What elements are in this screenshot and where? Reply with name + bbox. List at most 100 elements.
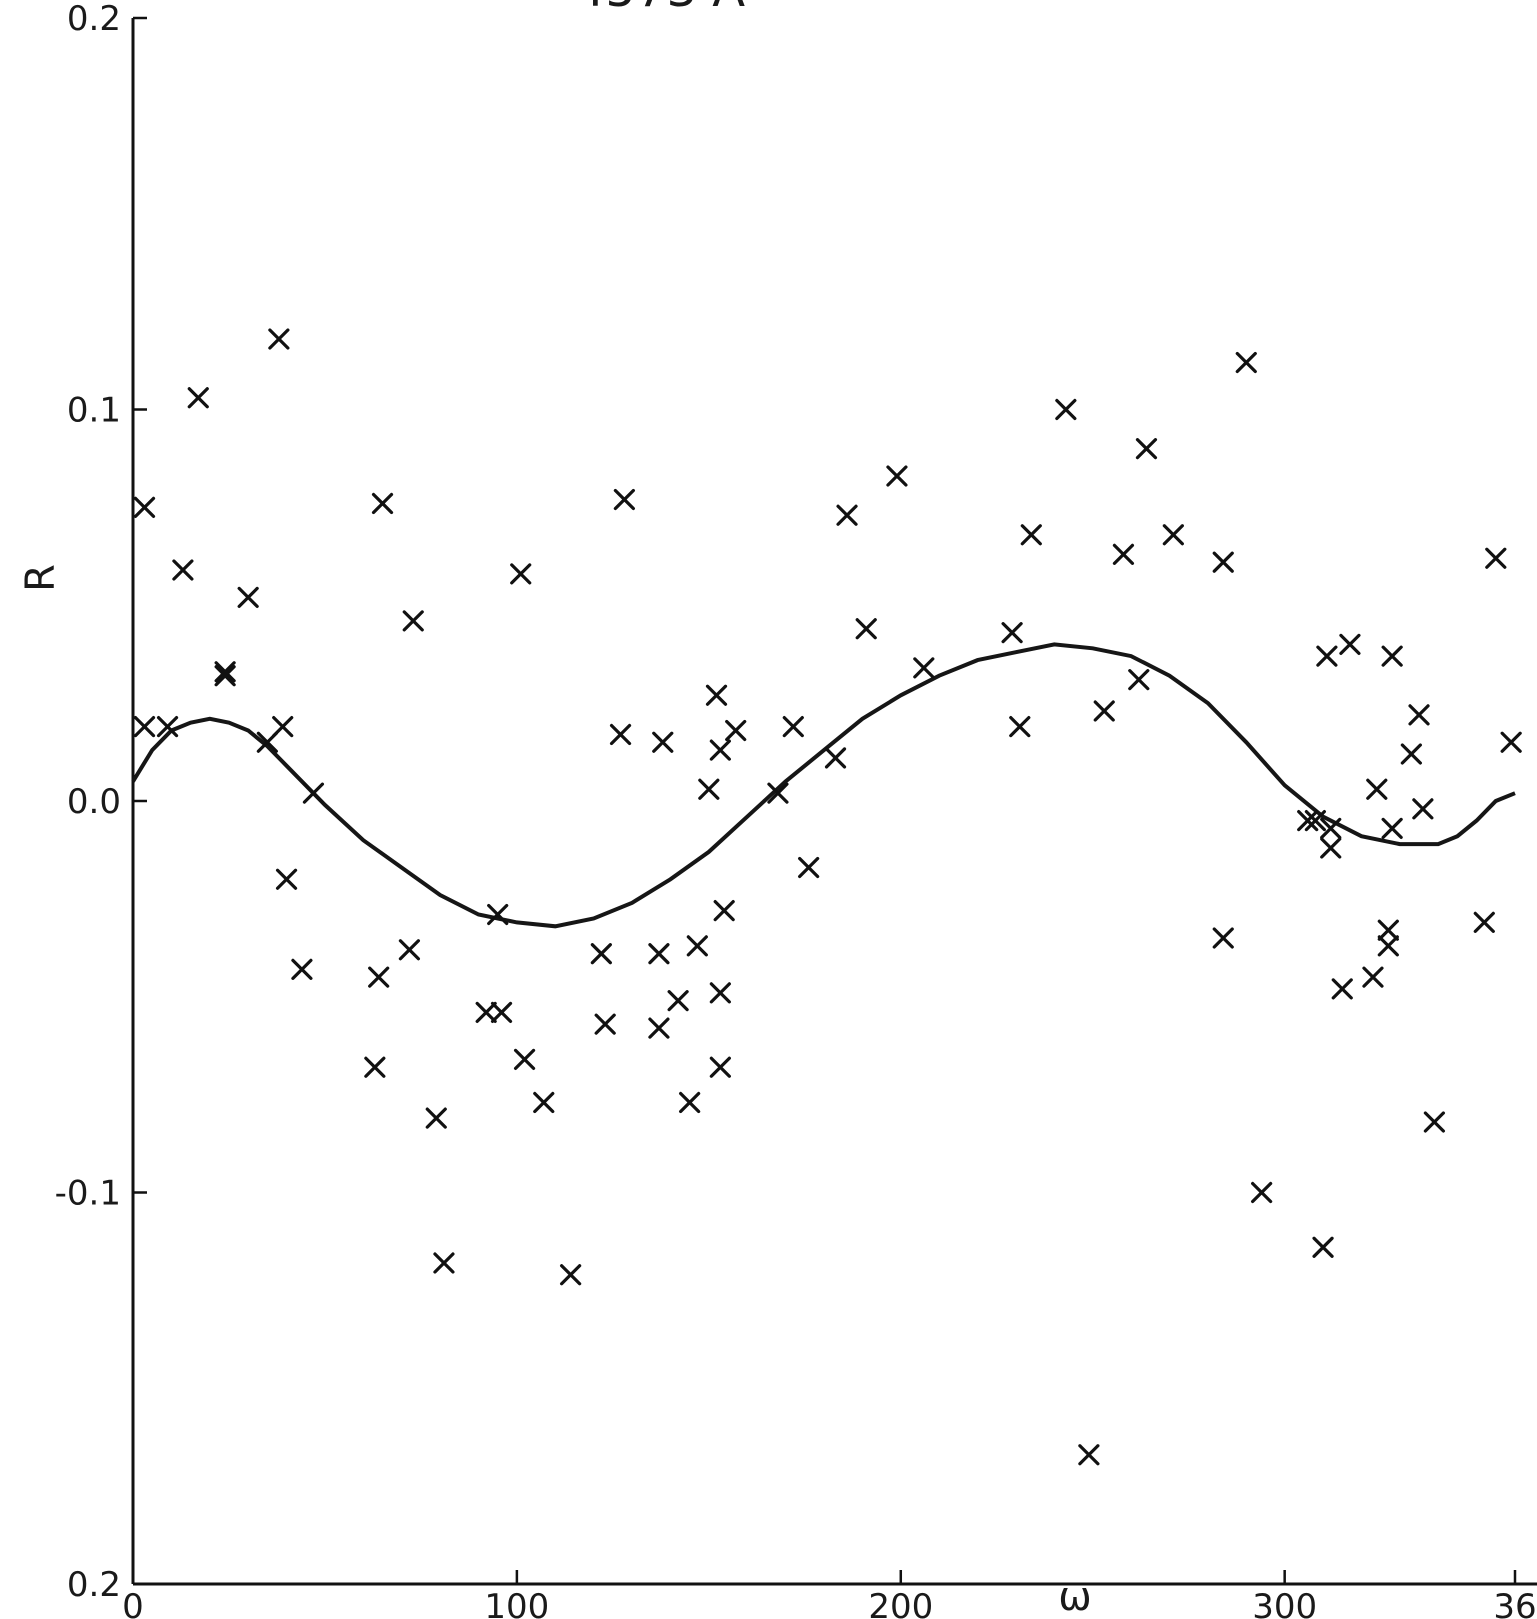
data-point xyxy=(782,716,804,738)
data-point xyxy=(594,1013,616,1035)
data-point xyxy=(364,1056,386,1078)
data-points xyxy=(133,328,1522,1466)
data-point xyxy=(609,723,632,746)
data-point xyxy=(709,982,731,1004)
data-point xyxy=(1331,978,1353,1000)
y-tick-label: 0.2 xyxy=(67,1565,121,1605)
data-point xyxy=(475,1001,497,1024)
axes xyxy=(131,18,1537,1586)
data-point xyxy=(187,387,209,409)
data-point xyxy=(214,665,236,687)
data-point xyxy=(1235,351,1257,374)
data-point xyxy=(1009,716,1031,738)
data-point xyxy=(1381,645,1403,667)
data-point xyxy=(1135,438,1158,460)
data-point xyxy=(886,465,908,487)
chart-title: 4573 Å xyxy=(575,0,745,18)
data-point xyxy=(1212,927,1234,949)
data-point xyxy=(368,966,390,988)
data-point xyxy=(1112,543,1135,565)
y-tick-label: -0.1 xyxy=(55,1174,121,1214)
x-tick-label: 300 xyxy=(1252,1587,1317,1619)
data-point xyxy=(1377,935,1399,957)
data-point xyxy=(705,684,728,706)
data-point xyxy=(725,719,747,742)
data-point xyxy=(425,1107,447,1129)
data-point xyxy=(371,492,394,515)
data-point xyxy=(648,1017,670,1039)
data-point xyxy=(652,731,674,753)
data-point xyxy=(913,657,935,679)
data-point xyxy=(291,958,313,980)
data-point xyxy=(698,778,720,800)
data-point xyxy=(214,661,236,683)
data-point xyxy=(1339,633,1361,656)
data-point xyxy=(490,1001,513,1024)
data-point xyxy=(648,943,670,965)
data-point xyxy=(510,563,532,585)
data-point xyxy=(1500,731,1522,753)
data-point xyxy=(1362,966,1384,988)
data-point xyxy=(133,716,156,738)
data-point xyxy=(1020,524,1042,546)
data-point xyxy=(1412,798,1434,820)
data-point xyxy=(679,1091,701,1114)
x-tick-label: 0 xyxy=(122,1587,144,1619)
data-point xyxy=(1212,551,1234,573)
data-point xyxy=(1320,837,1342,859)
data-point xyxy=(1408,704,1430,726)
y-axis-label: R xyxy=(18,564,64,592)
data-point xyxy=(533,1091,555,1114)
data-point xyxy=(590,943,612,965)
data-point xyxy=(133,496,156,518)
data-point xyxy=(275,868,298,890)
data-point xyxy=(798,856,820,879)
x-tick-label: 200 xyxy=(868,1587,933,1619)
y-tick-label: 0.1 xyxy=(67,391,121,431)
x-tick-label: 100 xyxy=(484,1587,549,1619)
x-axis-label: ω xyxy=(1058,1574,1092,1619)
data-point xyxy=(272,716,294,738)
data-point xyxy=(1400,743,1422,765)
data-point xyxy=(1473,911,1495,933)
data-point xyxy=(667,990,689,1012)
data-point xyxy=(156,716,179,738)
data-point xyxy=(709,739,731,761)
data-point xyxy=(1055,398,1077,421)
data-point xyxy=(172,559,194,581)
data-point xyxy=(268,328,290,350)
data-point xyxy=(767,782,789,804)
data-point xyxy=(1320,817,1342,840)
data-point xyxy=(402,610,424,632)
y-tick-label: 0.0 xyxy=(67,782,121,822)
data-point xyxy=(1297,809,1319,832)
data-point xyxy=(709,1056,731,1078)
data-point xyxy=(1304,809,1326,832)
data-point xyxy=(1377,919,1399,941)
data-point xyxy=(1316,645,1338,667)
data-point xyxy=(824,747,847,769)
fit-curve xyxy=(131,642,1516,929)
data-point xyxy=(1485,547,1507,569)
data-point xyxy=(513,1048,536,1070)
data-point xyxy=(613,488,635,511)
data-point xyxy=(1251,1181,1273,1204)
data-point xyxy=(1128,669,1150,691)
data-point xyxy=(1423,1111,1445,1133)
data-point xyxy=(855,618,877,640)
data-point xyxy=(487,903,509,926)
data-point xyxy=(302,782,325,804)
data-point xyxy=(1093,700,1115,722)
data-point xyxy=(560,1264,582,1286)
data-point xyxy=(433,1252,455,1274)
data-point xyxy=(1381,817,1403,840)
data-point xyxy=(1312,1236,1334,1258)
data-point xyxy=(398,939,420,961)
data-point xyxy=(713,900,735,922)
y-tick-label: 0.2 xyxy=(67,0,121,39)
data-point xyxy=(237,586,259,609)
data-point xyxy=(1078,1444,1100,1466)
x-tick-label: 36 xyxy=(1493,1587,1536,1619)
data-point xyxy=(1366,778,1388,800)
